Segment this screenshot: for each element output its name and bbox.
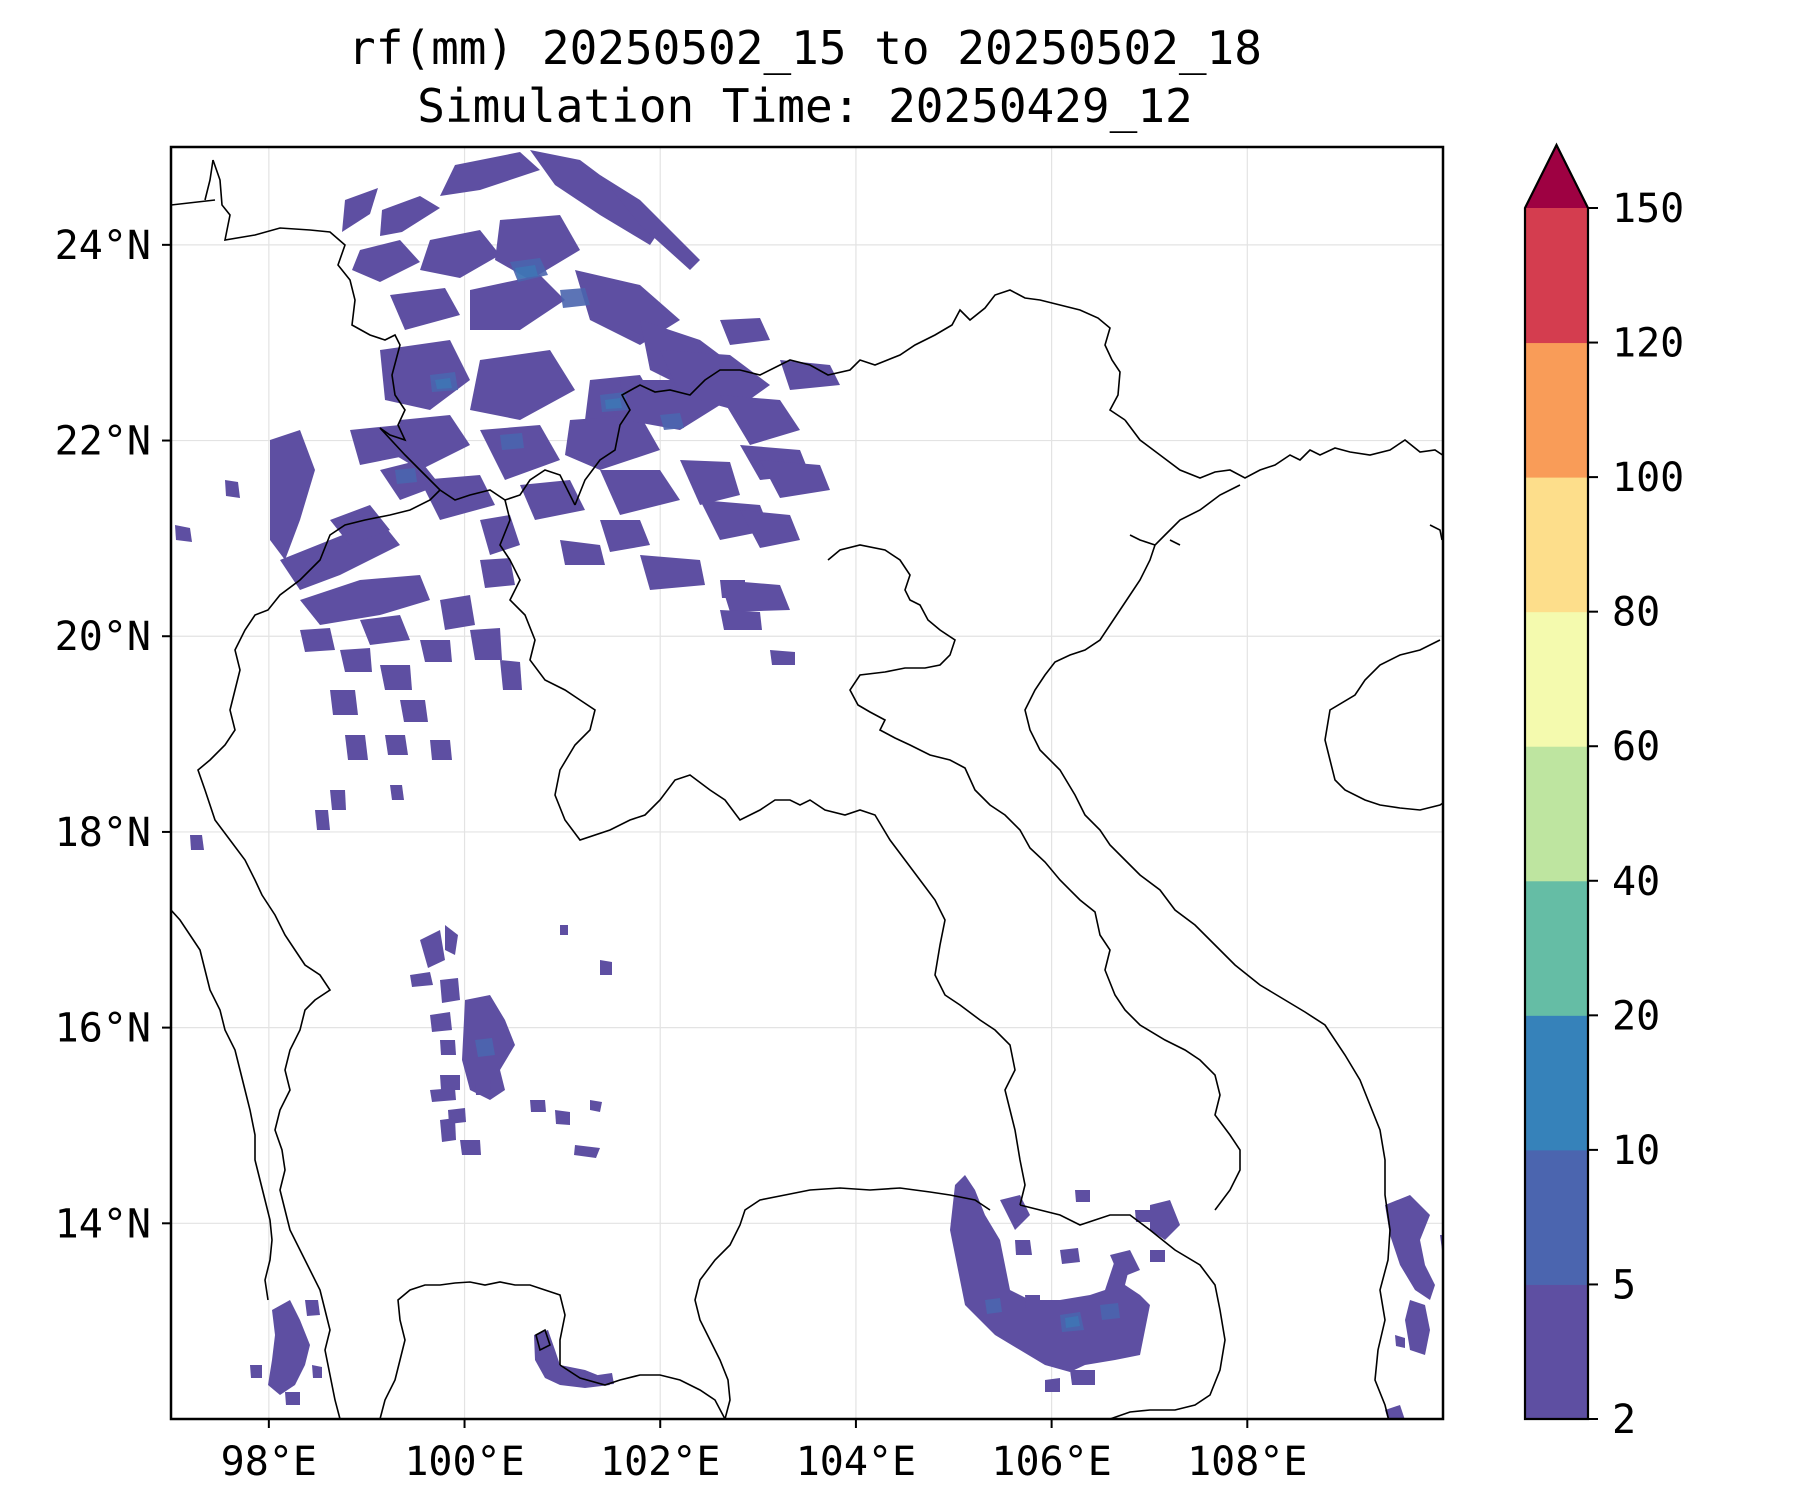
x-tick-label: 98°E	[221, 1439, 317, 1485]
x-tick-label: 102°E	[600, 1439, 720, 1485]
colorbar-tick-label: 40	[1612, 859, 1660, 905]
colorbar-bin	[1525, 611, 1588, 747]
rain-field-northwest	[175, 430, 795, 850]
map-subtitle: Simulation Time: 20250429_12	[417, 79, 1193, 133]
y-tick-label: 14°N	[55, 1201, 151, 1247]
colorbar-tick-label: 100	[1612, 455, 1684, 501]
map-gridlines	[171, 147, 1443, 1419]
y-tick-label: 16°N	[55, 1006, 151, 1052]
map-title: rf(mm) 20250502_15 to 20250502_18	[348, 21, 1262, 75]
x-tick-label: 108°E	[1187, 1439, 1307, 1485]
colorbar-tick-label: 2	[1612, 1397, 1636, 1443]
latitude-axis: 14°N 16°N 18°N 20°N 22°N 24°N	[55, 223, 171, 1247]
country-borders-coastlines	[171, 159, 1443, 1419]
colorbar-extend-max	[1525, 145, 1588, 208]
y-tick-label: 18°N	[55, 810, 151, 856]
rain-field-north	[342, 150, 840, 612]
y-tick-label: 22°N	[55, 419, 151, 465]
colorbar-ticks: 2 5 10 20 40 60 80 100 120 150	[1588, 186, 1684, 1443]
colorbar-outline	[1523, 142, 1590, 1421]
colorbar	[1523, 142, 1590, 1421]
colorbar-bin	[1525, 880, 1588, 1016]
colorbar-bin	[1525, 477, 1588, 613]
colorbar-tick-label: 150	[1612, 186, 1684, 232]
rainfall-shading	[175, 150, 1443, 1419]
x-tick-label: 106°E	[991, 1439, 1111, 1485]
y-tick-label: 20°N	[55, 614, 151, 660]
colorbar-bin	[1525, 1284, 1588, 1420]
rain-field-se-thailand	[534, 1330, 614, 1388]
colorbar-tick-label: 60	[1612, 724, 1660, 770]
colorbar-tick-label: 20	[1612, 993, 1660, 1039]
colorbar-bin	[1525, 342, 1588, 478]
rain-cores-light	[435, 265, 1080, 1328]
colorbar-tick-label: 10	[1612, 1128, 1660, 1174]
rain-field-se-vietnam	[1385, 1195, 1443, 1419]
colorbar-tick-label: 5	[1612, 1262, 1636, 1308]
y-tick-label: 24°N	[55, 223, 151, 269]
longitude-axis: 98°E 100°E 102°E 104°E 106°E 108°E	[221, 1419, 1308, 1485]
colorbar-bin	[1525, 1149, 1588, 1285]
rain-field-s-myanmar	[250, 1300, 322, 1405]
x-tick-label: 100°E	[404, 1439, 524, 1485]
colorbar-bin	[1525, 1015, 1588, 1151]
map-frame	[169, 145, 1445, 1421]
colorbar-tick-label: 120	[1612, 321, 1684, 367]
rain-field-cambodia	[950, 1175, 1180, 1392]
colorbar-bin	[1525, 208, 1588, 344]
x-tick-label: 104°E	[796, 1439, 916, 1485]
colorbar-tick-label: 80	[1612, 590, 1660, 636]
rain-field-central-thailand	[410, 925, 612, 1158]
colorbar-bin	[1525, 746, 1588, 882]
